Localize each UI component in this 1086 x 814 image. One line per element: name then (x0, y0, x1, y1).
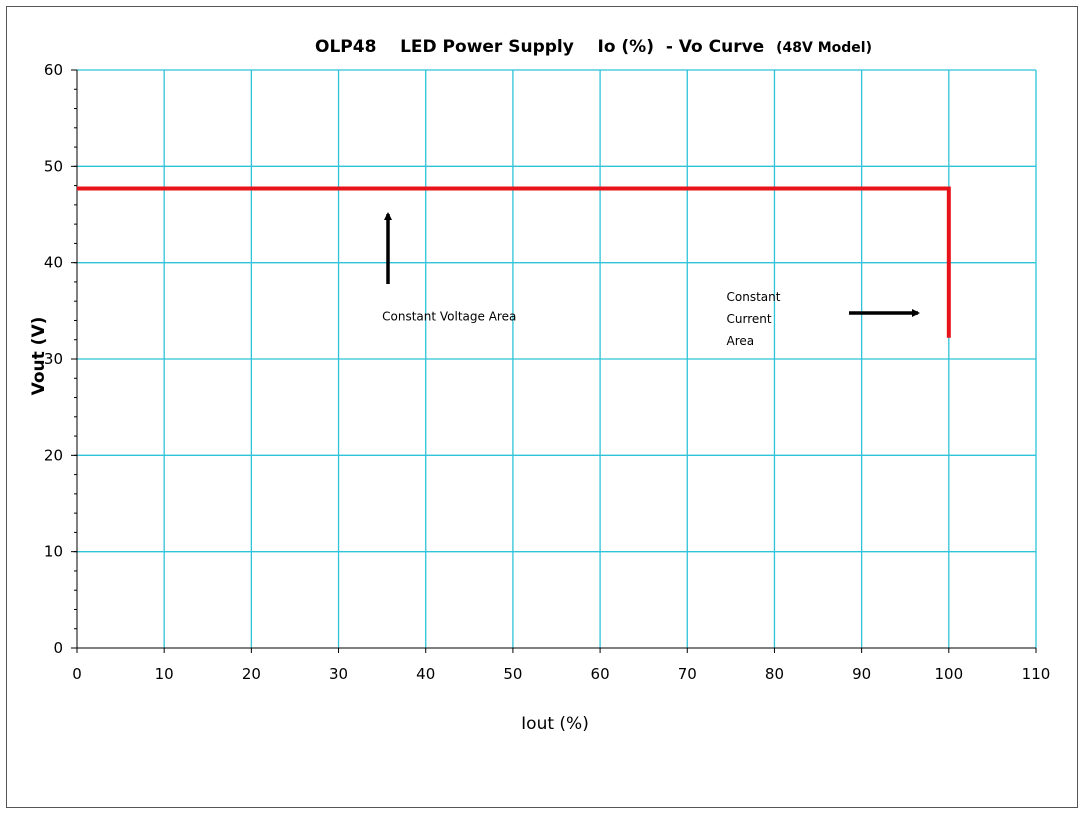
y-tick-label: 20 (44, 446, 63, 464)
annotation-line: Constant (727, 290, 781, 304)
grid (77, 69, 1037, 648)
y-tick-label: 60 (44, 61, 63, 79)
x-axis-label: Iout (%) (521, 714, 589, 734)
y-tick-label: 0 (53, 639, 63, 657)
tick-labels: 0 10 20 30 40 50 60 70 80 90 100 110 0 10 20 30 40 50 60 (44, 61, 1050, 683)
x-tick-label: 80 (765, 665, 784, 683)
x-tick-label: 100 (934, 665, 963, 683)
x-tick-label: 50 (503, 665, 522, 683)
annotation-line: Area (727, 334, 755, 348)
annotation-line: Constant Voltage Area (382, 309, 516, 323)
annotations: Constant Voltage Area Constant Current Area (382, 212, 920, 348)
y-tick-label: 30 (44, 350, 63, 368)
x-tick-label: 10 (155, 665, 174, 683)
x-tick-label: 0 (72, 665, 82, 683)
annotation-line: Current (727, 312, 772, 326)
y-tick-label: 10 (44, 543, 63, 561)
annotation-text: Constant Current Area (727, 290, 781, 348)
x-tick-label: 110 (1022, 665, 1051, 683)
x-tick-label: 90 (852, 665, 871, 683)
x-tick-label: 40 (416, 665, 435, 683)
chart-title-main: OLP48 LED Power Supply Io (%) - Vo Curve (315, 37, 764, 57)
axes (71, 69, 1037, 653)
chart-title: OLP48 LED Power Supply Io (%) - Vo Curve… (315, 37, 872, 57)
x-tick-label: 70 (678, 665, 697, 683)
annotation-text: Constant Voltage Area (382, 309, 516, 323)
y-tick-label: 40 (44, 254, 63, 272)
x-tick-label: 30 (329, 665, 348, 683)
y-tick-label: 50 (44, 157, 63, 175)
series-layer (76, 186, 951, 338)
chart-title-suffix: (48V Model) (776, 40, 872, 56)
y-axis-label: Vout (V) (29, 317, 49, 396)
chart-frame (6, 6, 1078, 808)
x-tick-label: 20 (242, 665, 261, 683)
x-tick-label: 60 (591, 665, 610, 683)
